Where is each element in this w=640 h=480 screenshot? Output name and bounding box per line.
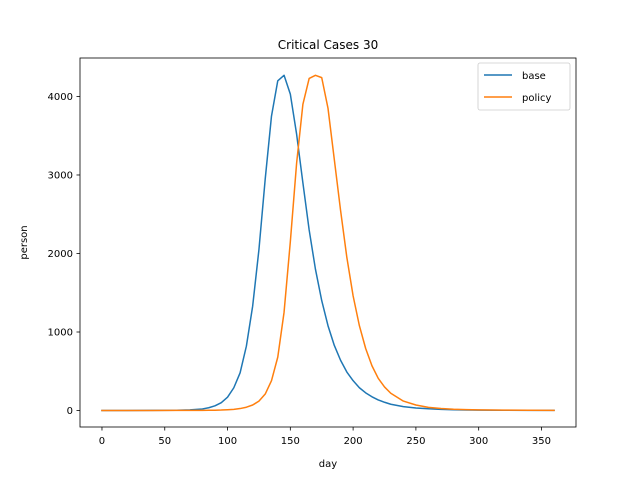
chart-title: Critical Cases 30 — [278, 38, 379, 52]
y-axis-ticks: 0 1000 2000 3000 4000 — [48, 92, 80, 417]
legend: base policy — [477, 62, 571, 111]
legend-label-policy: policy — [522, 93, 552, 104]
y-tick-label: 2000 — [48, 249, 73, 260]
x-axis-label: day — [319, 459, 337, 470]
series-line-policy — [101, 74, 555, 412]
x-axis-ticks: 0 50 100 150 200 250 300 350 — [99, 427, 551, 447]
y-tick-label: 4000 — [48, 92, 73, 103]
x-tick-label: 50 — [158, 436, 171, 447]
x-tick-label: 300 — [469, 436, 488, 447]
plot-frame — [79, 57, 577, 428]
x-tick-label: 150 — [281, 436, 300, 447]
series-layer — [101, 74, 555, 412]
y-tick-label: 3000 — [48, 171, 73, 182]
y-tick-label: 1000 — [48, 328, 73, 339]
y-tick-label: 0 — [67, 406, 73, 417]
x-tick-label: 200 — [344, 436, 363, 447]
legend-label-base: base — [522, 71, 546, 82]
series-line-base — [101, 74, 555, 412]
plot-area — [80, 58, 576, 427]
y-axis-label: person — [19, 225, 30, 259]
x-tick-label: 250 — [406, 436, 425, 447]
x-tick-label: 0 — [99, 436, 105, 447]
x-tick-label: 100 — [218, 436, 237, 447]
x-tick-label: 350 — [532, 436, 551, 447]
